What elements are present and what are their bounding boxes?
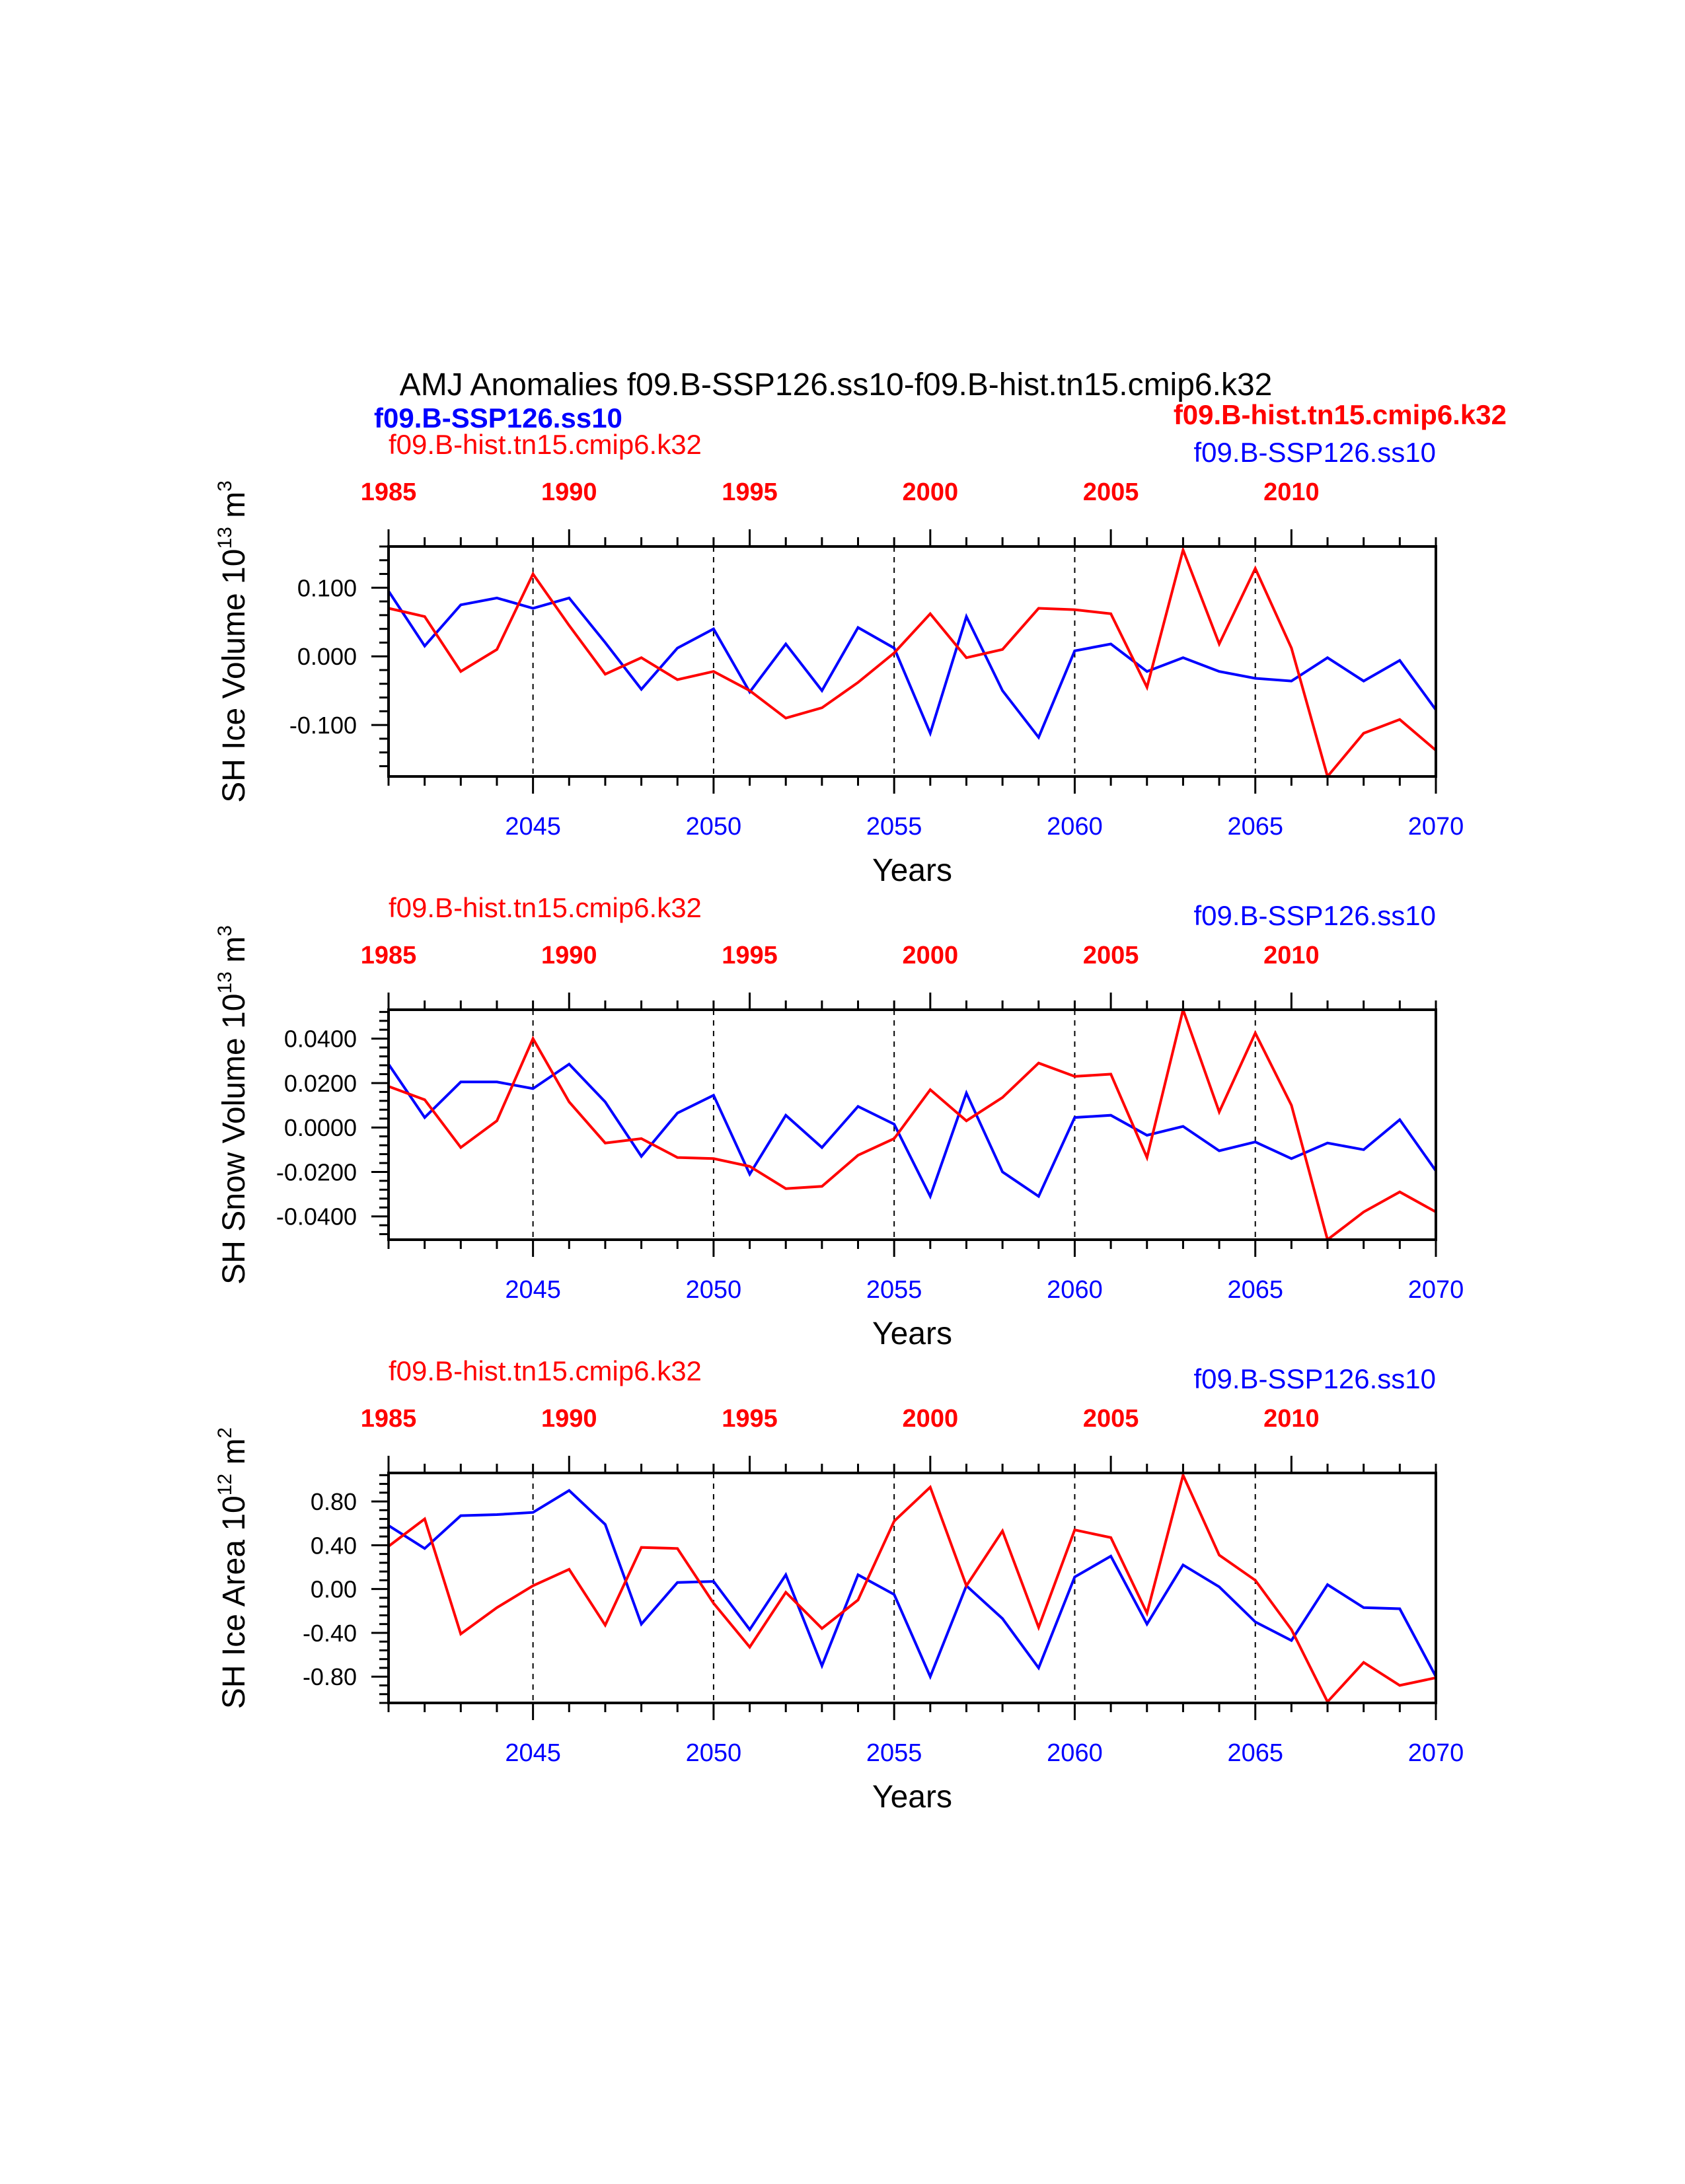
x-bottom-tick-label: 2065 <box>1227 813 1283 841</box>
series-line-case2 <box>388 1005 1437 1242</box>
x-top-tick-label: 1995 <box>722 1405 778 1433</box>
series-line-case1 <box>387 1062 1437 1200</box>
y-tick-label: -0.100 <box>289 712 357 739</box>
x-top-tick-label: 1985 <box>361 478 417 506</box>
y-tick-label: 0.40 <box>311 1532 357 1559</box>
x-top-tick-label: 1995 <box>722 942 778 969</box>
x-top-tick-label: 1990 <box>541 942 597 969</box>
y-tick-label: -0.0400 <box>276 1203 357 1230</box>
x-bottom-tick-label: 2045 <box>505 1276 561 1304</box>
x-bottom-tick-label: 2050 <box>686 1276 742 1304</box>
series-line-case2 <box>388 545 1437 780</box>
y-axis-label: SH Ice Volume 1013 m3 <box>214 480 252 803</box>
x-top-tick-label: 1990 <box>541 1405 597 1433</box>
case2-name-label: f09.B-hist.tn15.cmip6.k32 <box>389 429 702 460</box>
x-bottom-tick-label: 2045 <box>505 1739 561 1767</box>
case1-name-label: f09.B-SSP126.ss10 <box>1193 900 1436 931</box>
x-axis-label: Years <box>872 1780 952 1815</box>
panel-3: 2045 2050 2055 2060 2065 2070 1985 1990 1995 2000… <box>214 1355 1464 1815</box>
x-top-tick-label: 1995 <box>722 478 778 506</box>
series-line-case2 <box>387 1471 1437 1704</box>
case1-name-label: f09.B-SSP126.ss10 <box>1193 1363 1436 1394</box>
plot-frame <box>387 1008 1437 1241</box>
y-tick-label: -0.40 <box>303 1620 357 1647</box>
x-bottom-tick-label: 2050 <box>686 813 742 841</box>
y-tick-label: 0.100 <box>297 574 357 601</box>
plot-frame <box>387 1472 1437 1704</box>
y-tick-label: -0.0200 <box>276 1158 357 1186</box>
x-bottom-tick-label: 2045 <box>505 813 561 841</box>
x-top-tick-label: 2010 <box>1263 942 1320 969</box>
figure-title: AMJ Anomalies f09.B-SSP126.ss10-f09.B-hi… <box>400 367 1273 402</box>
x-bottom-tick-label: 2050 <box>686 1739 742 1767</box>
x-top-tick-label: 2000 <box>903 942 959 969</box>
panel-1: 2045 2050 2055 2060 2065 2070 1985 1990 1995 2000… <box>214 429 1464 888</box>
x-bottom-tick-label: 2065 <box>1227 1739 1283 1767</box>
y-tick-label: -0.80 <box>303 1663 357 1690</box>
x-axis-label: Years <box>872 1316 952 1351</box>
x-top-tick-label: 2010 <box>1263 1405 1320 1433</box>
case1-name-label: f09.B-SSP126.ss10 <box>1193 437 1436 468</box>
case2-name-label: f09.B-hist.tn15.cmip6.k32 <box>389 1355 702 1386</box>
y-tick-label: 0.0400 <box>284 1026 357 1053</box>
panel-2: 2045 2050 2055 2060 2065 2070 1985 1990 1995 2000… <box>214 892 1464 1351</box>
series-line-case1 <box>387 1489 1437 1680</box>
x-top-tick-label: 1985 <box>361 1405 417 1433</box>
y-tick-label: 0.0200 <box>284 1070 357 1097</box>
y-axis-label: SH Ice Area 1012 m2 <box>214 1427 252 1709</box>
x-bottom-tick-label: 2060 <box>1047 813 1103 841</box>
x-top-tick-label: 2005 <box>1083 942 1139 969</box>
x-bottom-tick-label: 2055 <box>866 813 922 841</box>
x-top-tick-label: 2000 <box>903 478 959 506</box>
x-top-tick-label: 2010 <box>1263 478 1320 506</box>
y-axis-label: SH Snow Volume 1013 m3 <box>214 925 252 1285</box>
x-top-tick-label: 1990 <box>541 478 597 506</box>
x-bottom-tick-label: 2055 <box>866 1276 922 1304</box>
x-bottom-tick-label: 2070 <box>1408 1276 1464 1304</box>
y-tick-label: 0.0000 <box>284 1114 357 1141</box>
x-bottom-tick-label: 2065 <box>1227 1276 1283 1304</box>
x-bottom-tick-label: 2070 <box>1408 1739 1464 1767</box>
y-tick-label: 0.80 <box>311 1488 357 1515</box>
x-top-tick-label: 2000 <box>903 1405 959 1433</box>
y-tick-label: 0.000 <box>297 643 357 670</box>
case2-name-label: f09.B-hist.tn15.cmip6.k32 <box>389 892 702 923</box>
series-line-case1 <box>387 590 1437 740</box>
x-bottom-tick-label: 2070 <box>1408 813 1464 841</box>
legend-case1-bold: f09.B-SSP126.ss10 <box>374 402 622 433</box>
plot-frame <box>387 545 1437 778</box>
x-top-tick-label: 1985 <box>361 942 417 969</box>
x-bottom-tick-label: 2060 <box>1047 1276 1103 1304</box>
y-tick-label: 0.00 <box>311 1576 357 1603</box>
x-axis-label: Years <box>872 853 952 888</box>
legend-case2-bold: f09.B-hist.tn15.cmip6.k32 <box>1174 399 1507 430</box>
x-top-tick-label: 2005 <box>1083 1405 1139 1433</box>
x-top-tick-label: 2005 <box>1083 478 1139 506</box>
x-bottom-tick-label: 2060 <box>1047 1739 1103 1767</box>
x-bottom-tick-label: 2055 <box>866 1739 922 1767</box>
